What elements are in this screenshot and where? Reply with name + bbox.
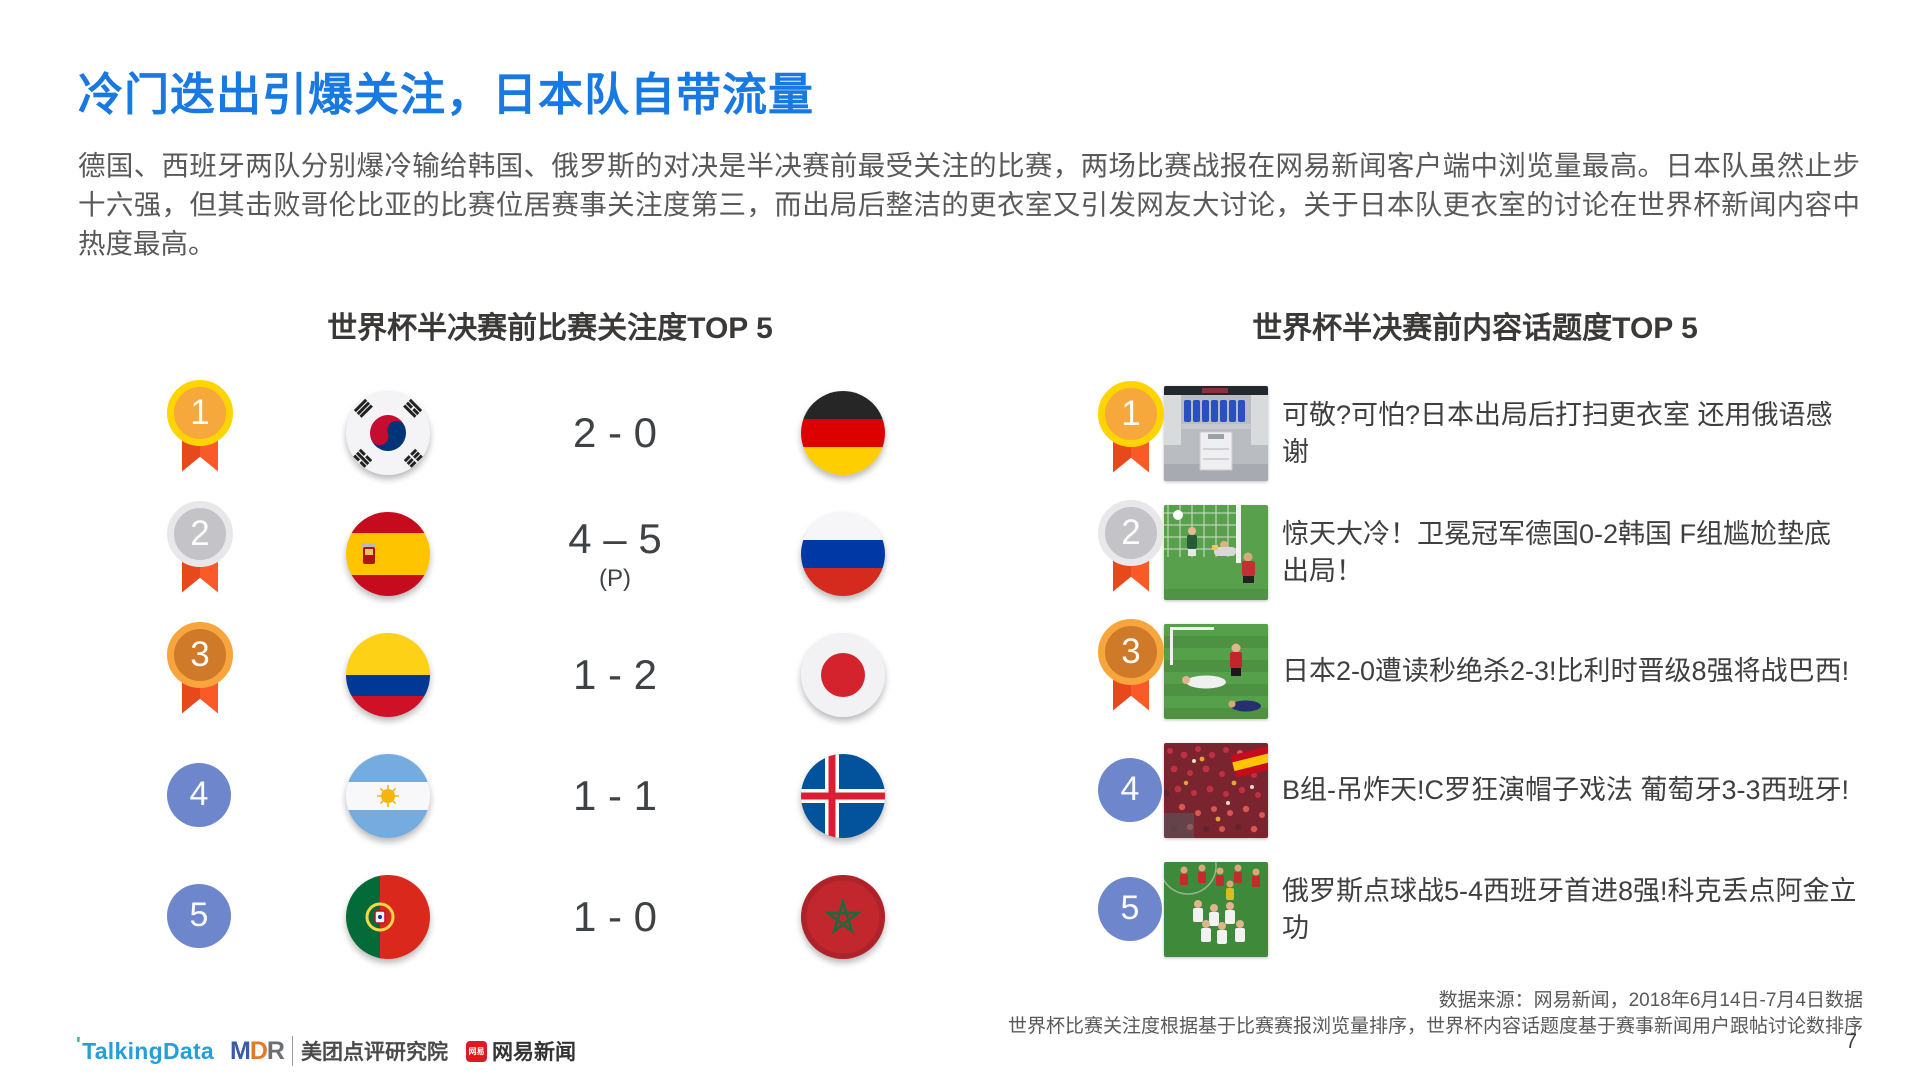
topic-row-5: 5 俄罗斯点球战5-4西班牙首进8强!科克丢点阿金立功 <box>1098 850 1874 969</box>
rank-circle-icon: 4 <box>167 762 233 829</box>
rank-circle-icon: 5 <box>1098 876 1164 943</box>
portugal-spain-fans-photo <box>1164 743 1268 838</box>
flag-germany-icon <box>800 390 885 475</box>
topic-row-1: 1 可敬?可怕?日本出局后打扫更衣室 还用俄语感谢 <box>1098 374 1874 493</box>
flag-portugal-icon <box>345 874 430 959</box>
left-panel-title: 世界杯半决赛前比赛关注度TOP 5 <box>327 312 773 345</box>
flag-argentina-icon <box>345 753 430 838</box>
meituan-research-label: 美团点评研究院 <box>291 1036 448 1066</box>
flag-spain-icon <box>345 511 430 596</box>
bronze-medal-icon: 3 <box>167 621 233 728</box>
summary-paragraph: 德国、西班牙两队分别爆冷输给韩国、俄罗斯的对决是半决赛前最受关注的比赛，两场比赛… <box>78 150 1860 259</box>
topic-row-3: 3 日本2-0遭读秒绝杀2-3!比利时晋级8强将战巴西! <box>1098 612 1874 731</box>
netease-news-label: 网易新闻 <box>491 1041 576 1064</box>
match-row-4: 4 1 - 1 <box>135 735 965 856</box>
match-row-1: 1 2 - 0 <box>135 372 965 493</box>
rank-circle-icon: 4 <box>1098 757 1164 824</box>
match-score: 1 - 2 <box>572 650 658 698</box>
silver-medal-icon: 2 <box>1098 499 1164 606</box>
gold-medal-icon: 1 <box>1098 380 1164 487</box>
data-source-note: 数据来源：网易新闻，2018年6月14日-7月4日数据 世界杯比赛关注度根据基于… <box>1008 988 1863 1040</box>
topic-title: 俄罗斯点球战5-4西班牙首进8强!科克丢点阿金立功 <box>1282 875 1857 943</box>
topic-title: 惊天大冷！卫冕冠军德国0-2韩国 F组尴尬垫底出局！ <box>1282 518 1832 586</box>
rank-number: 1 <box>1121 393 1141 433</box>
talkingdata-logo: ' TalkingData <box>76 1033 215 1064</box>
talkingdata-tick-icon: ' <box>76 1033 82 1056</box>
rank-number: 1 <box>190 392 210 432</box>
topic-title: 日本2-0遭读秒绝杀2-3!比利时晋级8强将战巴西! <box>1282 656 1850 686</box>
rank-number: 3 <box>190 634 210 674</box>
rank-number: 5 <box>189 896 209 934</box>
flag-colombia-icon <box>345 632 430 717</box>
match-score: 2 - 0 <box>572 408 658 456</box>
page-number: 7 <box>1845 1030 1857 1053</box>
flag-iceland-icon <box>800 753 885 838</box>
topic-title: 可敬?可怕?日本出局后打扫更衣室 还用俄语感谢 <box>1282 399 1833 467</box>
bronze-medal-icon: 3 <box>1098 618 1164 725</box>
source-line-1: 数据来源：网易新闻，2018年6月14日-7月4日数据 <box>1438 990 1863 1011</box>
match-score: 1 - 0 <box>572 892 658 940</box>
topic-row-2: 2 惊天大冷！卫冕冠军德国0-2韩国 F组尴尬垫底出局！ <box>1098 493 1874 612</box>
gold-medal-icon: 1 <box>167 379 233 486</box>
match-row-2: 2 4 – 5 (P) <box>135 493 965 614</box>
rank-number: 4 <box>189 775 209 813</box>
topic-title: B组-吊炸天!C罗狂演帽子戏法 葡萄牙3-3西班牙! <box>1282 775 1850 805</box>
flag-russia-icon <box>800 511 885 596</box>
right-panel-title: 世界杯半决赛前内容话题度TOP 5 <box>1252 312 1698 345</box>
silver-medal-icon: 2 <box>167 500 233 607</box>
match-score: 1 - 1 <box>572 771 658 819</box>
flag-morocco-icon <box>800 874 885 959</box>
rank-number: 2 <box>1121 512 1141 552</box>
match-row-3: 3 1 - 2 <box>135 614 965 735</box>
match-ranking-list: 1 2 - 0 <box>135 372 965 977</box>
topic-ranking-list: 1 可敬?可怕?日本出局后打扫更衣室 还用俄语感谢 2 <box>1098 374 1874 969</box>
germany-korea-goal-photo <box>1164 505 1268 600</box>
flag-japan-icon <box>800 632 885 717</box>
topic-row-4: 4 B组-吊炸天!C罗狂演帽子戏法 葡萄牙3-3西班牙! <box>1098 731 1874 850</box>
netease-logo-icon: 网易 <box>465 1040 487 1062</box>
rank-number: 4 <box>1120 770 1140 808</box>
russia-spain-photo <box>1164 862 1268 957</box>
rank-number: 2 <box>190 513 210 553</box>
match-row-5: 5 1 - 0 <box>135 856 965 977</box>
rank-number: 5 <box>1120 889 1140 927</box>
match-score: 4 – 5 <box>568 514 662 562</box>
penalty-note: (P) <box>598 564 631 592</box>
rank-number: 3 <box>1121 631 1141 671</box>
japan-belgium-photo <box>1164 624 1268 719</box>
locker-room-photo <box>1164 386 1268 481</box>
flag-south-korea-icon <box>345 390 430 475</box>
page-title: 冷门迭出引爆关注，日本队自带流量 <box>78 69 815 120</box>
source-line-2: 世界杯比赛关注度根据基于比赛赛报浏览量排序，世界杯内容话题度基于赛事新闻用户跟帖… <box>1007 1016 1863 1037</box>
rank-circle-icon: 5 <box>167 883 233 950</box>
